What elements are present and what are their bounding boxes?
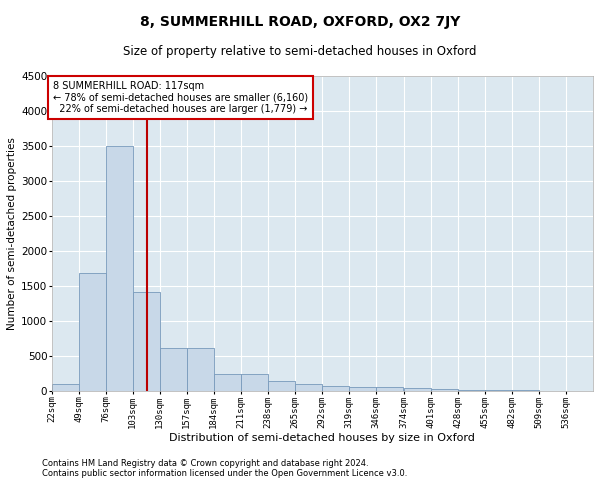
Bar — [79, 274, 106, 391]
Bar — [106, 146, 133, 391]
Text: Size of property relative to semi-detached houses in Oxford: Size of property relative to semi-detach… — [123, 45, 477, 58]
Bar — [349, 387, 376, 391]
Y-axis label: Number of semi-detached properties: Number of semi-detached properties — [7, 137, 17, 330]
Text: Contains public sector information licensed under the Open Government Licence v3: Contains public sector information licen… — [42, 468, 407, 477]
Bar — [160, 348, 187, 391]
Text: Contains HM Land Registry data © Crown copyright and database right 2024.: Contains HM Land Registry data © Crown c… — [42, 458, 368, 468]
Bar — [322, 386, 349, 391]
Bar — [187, 348, 214, 391]
Bar — [376, 387, 403, 391]
Bar — [241, 374, 268, 391]
Bar — [133, 292, 160, 391]
X-axis label: Distribution of semi-detached houses by size in Oxford: Distribution of semi-detached houses by … — [169, 433, 475, 443]
Bar — [214, 374, 241, 391]
Text: 8 SUMMERHILL ROAD: 117sqm
← 78% of semi-detached houses are smaller (6,160)
  22: 8 SUMMERHILL ROAD: 117sqm ← 78% of semi-… — [53, 80, 308, 114]
Bar — [52, 384, 79, 391]
Text: 8, SUMMERHILL ROAD, OXFORD, OX2 7JY: 8, SUMMERHILL ROAD, OXFORD, OX2 7JY — [140, 15, 460, 29]
Bar — [268, 381, 295, 391]
Bar — [512, 390, 539, 391]
Bar — [295, 384, 322, 391]
Bar — [404, 388, 431, 391]
Bar — [431, 389, 458, 391]
Bar — [485, 390, 512, 391]
Bar — [539, 390, 566, 391]
Bar — [458, 390, 485, 391]
